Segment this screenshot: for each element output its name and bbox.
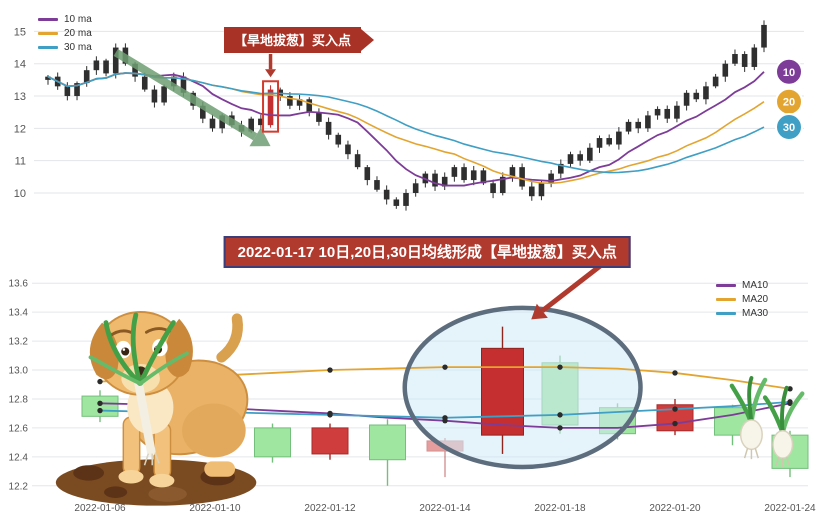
ma-line [47, 71, 765, 187]
pattern-title-banner: 2022-01-17 10日,20日,30日均线形成【旱地拔葱】买入点 [223, 236, 631, 268]
legend-label: 20 ma [64, 28, 92, 39]
dog-tail [216, 313, 243, 363]
scallion-bunch [729, 376, 805, 467]
svg-text:2022-01-10: 2022-01-10 [189, 503, 241, 514]
svg-text:12.8: 12.8 [9, 394, 29, 405]
ma-marker [557, 364, 563, 370]
ma30-line-swatch [38, 46, 58, 49]
svg-text:13.2: 13.2 [9, 337, 29, 348]
ma-line [47, 72, 765, 174]
highlight-ellipse [402, 305, 643, 470]
svg-text:13.0: 13.0 [9, 366, 29, 377]
svg-text:2022-01-18: 2022-01-18 [534, 503, 586, 514]
ma-badge: 20 [775, 87, 803, 116]
ma-marker [672, 420, 678, 427]
candle [311, 423, 349, 460]
candles [45, 20, 767, 211]
ma-marker [327, 412, 333, 418]
legend-label: MA30 [742, 308, 769, 319]
ma-marker [97, 378, 103, 385]
zoom-legend: MA10 MA20 MA30 [716, 280, 768, 319]
legend-item-ma20: 20 ma [38, 28, 92, 39]
svg-text:12: 12 [14, 123, 26, 135]
candle [254, 423, 291, 463]
candle [369, 419, 406, 486]
svg-text:2022-01-06: 2022-01-06 [74, 503, 126, 514]
svg-text:2022-01-24: 2022-01-24 [764, 503, 816, 514]
candle [481, 326, 524, 454]
ma-marker [97, 400, 103, 407]
ma10-line-swatch [38, 18, 58, 21]
scallion-leaves [103, 320, 143, 386]
legend-label: 30 ma [64, 42, 92, 53]
legend-item-ma10: 10 ma [38, 14, 92, 25]
ma-marker [442, 364, 448, 370]
legend-item-ma10: MA10 [716, 280, 768, 291]
ma-marker [787, 399, 793, 405]
legend-item-ma20: MA20 [716, 294, 768, 305]
svg-text:30: 30 [783, 122, 795, 134]
y-axis: 10 11 12 13 14 15 [14, 26, 804, 200]
svg-text:15: 15 [14, 26, 26, 38]
legend-item-ma30: MA30 [716, 308, 768, 319]
candle [656, 398, 694, 436]
overview-legend: 10 ma 20 ma 30 ma [38, 14, 92, 53]
svg-text:10: 10 [783, 67, 795, 79]
svg-text:14: 14 [14, 59, 26, 71]
dog-illustration [55, 311, 257, 506]
ma20-line-swatch [716, 298, 736, 301]
legend-label: 10 ma [64, 14, 92, 25]
ma-marker [97, 407, 103, 414]
x-axis: 2022-01-06 2022-01-10 2022-01-12 2022-01-14… [74, 503, 816, 514]
ma-marker [557, 412, 563, 418]
svg-text:2022-01-12: 2022-01-12 [304, 503, 356, 514]
legend-item-ma30: 30 ma [38, 42, 92, 53]
svg-text:12.6: 12.6 [9, 423, 29, 434]
svg-text:20: 20 [783, 97, 795, 109]
ma-badge: 30 [775, 113, 803, 142]
ma-marker [442, 415, 448, 421]
svg-text:2022-01-20: 2022-01-20 [649, 503, 701, 514]
overview-plot: 10 11 12 13 14 15 10 20 30 [14, 20, 804, 211]
ma30-line-swatch [716, 312, 736, 315]
ma10-line-swatch [716, 284, 736, 287]
dog-eye [121, 347, 130, 356]
svg-text:11: 11 [15, 156, 26, 168]
svg-text:13.6: 13.6 [9, 279, 29, 290]
ma-marker [672, 406, 678, 412]
scallion [729, 376, 768, 460]
scallion-stalk [134, 379, 156, 457]
legend-label: MA10 [742, 280, 769, 291]
ma-badge: 10 [775, 57, 803, 86]
ma-marker [787, 386, 793, 392]
scallion [762, 385, 805, 467]
svg-text:2022-01-14: 2022-01-14 [419, 503, 471, 514]
ma-marker [557, 425, 563, 431]
buy-point-box [262, 80, 280, 133]
ma-marker [672, 370, 678, 376]
legend-label: MA20 [742, 294, 769, 305]
svg-text:12.4: 12.4 [9, 452, 29, 463]
svg-text:12.2: 12.2 [9, 481, 29, 492]
ma20-line-swatch [38, 32, 58, 35]
buy-point-banner: 【旱地拔葱】买入点 [224, 27, 362, 53]
svg-text:13: 13 [14, 91, 26, 103]
ma-marker [327, 367, 333, 373]
svg-text:10: 10 [14, 188, 26, 200]
overview-chart-canvas: 10 11 12 13 14 15 10 20 30 [14, 20, 804, 211]
svg-text:13.4: 13.4 [9, 308, 29, 319]
